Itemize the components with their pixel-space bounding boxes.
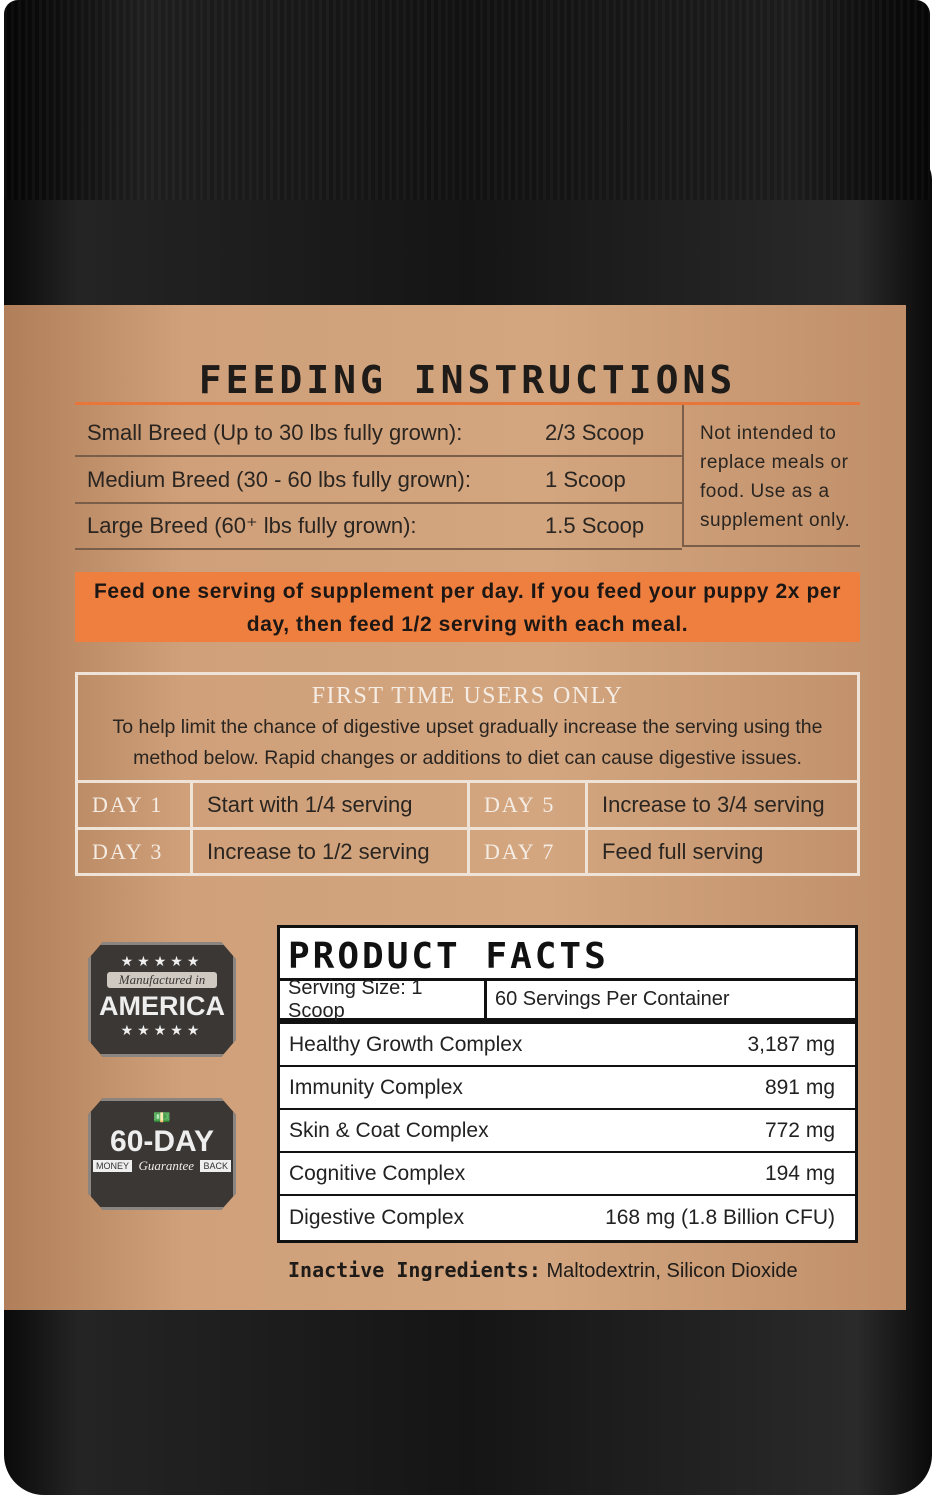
feeding-title: FEEDING INSTRUCTIONS	[198, 358, 737, 402]
badge-left: MONEY	[93, 1160, 133, 1172]
badge-main: 60-DAY	[110, 1125, 214, 1158]
day-step: Feed full serving	[588, 827, 857, 874]
made-in-america-badge: ★★★★★ Manufactured in AMERICA ★★★★★	[88, 942, 236, 1057]
facts-row: Skin & Coat Complex 772 mg	[280, 1110, 855, 1153]
product-facts-panel: PRODUCT FACTS Serving Size: 1 Scoop 60 S…	[277, 925, 858, 1243]
day-step: Start with 1/4 serving	[193, 780, 470, 827]
product-facts-title: PRODUCT FACTS	[288, 936, 609, 977]
serving-row: Serving Size: 1 Scoop 60 Servings Per Co…	[280, 977, 855, 1024]
ingredient-amount: 891 mg	[764, 1075, 835, 1099]
inactive-ingredients: Inactive Ingredients: Maltodextrin, Sili…	[288, 1258, 798, 1283]
ingredient: Cognitive Complex	[289, 1161, 466, 1185]
ingredient-amount: 772 mg	[764, 1118, 835, 1142]
breed: Small Breed (Up to 30 lbs fully grown):	[87, 419, 463, 445]
inactive-list: Maltodextrin, Silicon Dioxide	[546, 1260, 798, 1282]
inactive-label: Inactive Ingredients:	[288, 1258, 541, 1282]
servings-per-container: 60 Servings Per Container	[495, 988, 730, 1010]
breed: Medium Breed (30 - 60 lbs fully grown):	[87, 466, 471, 492]
badge-subtitle: Manufactured in	[107, 972, 217, 988]
breed: Large Breed (60⁺ lbs fully grown):	[87, 512, 417, 538]
day-step: Increase to 3/4 serving	[588, 780, 857, 827]
ingredient: Immunity Complex	[289, 1075, 463, 1099]
badge-main: AMERICA	[99, 991, 225, 1021]
guarantee-badge: 💵 60-DAY MONEY Guarantee BACK	[88, 1098, 236, 1210]
feeding-note: Not intended to replace meals or food. U…	[682, 405, 860, 547]
facts-row: Healthy Growth Complex 3,187 mg	[280, 1024, 855, 1067]
facts-row: Digestive Complex 168 mg (1.8 Billion CFU…	[280, 1196, 855, 1239]
amount: 2/3 Scoop	[545, 419, 645, 445]
day-step: Increase to 1/2 serving	[193, 827, 470, 874]
feeding-row: Medium Breed (30 - 60 lbs fully grown): 1…	[75, 457, 682, 504]
day-label: DAY 3	[78, 827, 193, 874]
serving-size: Serving Size: 1 Scoop	[280, 977, 487, 1022]
first-time-text: To help limit the chance of digestive up…	[112, 716, 823, 769]
facts-row: Cognitive Complex 194 mg	[280, 1153, 855, 1196]
ingredient-amount: 168 mg (1.8 Billion CFU)	[605, 1205, 835, 1229]
feeding-row: Small Breed (Up to 30 lbs fully grown): 2…	[75, 410, 682, 457]
day-label: DAY 1	[78, 780, 193, 827]
ingredient-amount: 194 mg	[764, 1161, 835, 1185]
badge-mid: Guarantee	[138, 1158, 195, 1173]
day-label: DAY 7	[470, 827, 588, 874]
facts-row: Immunity Complex 891 mg	[280, 1067, 855, 1110]
stars-icon: ★★★★★	[120, 953, 204, 969]
ingredient: Skin & Coat Complex	[289, 1118, 489, 1142]
jar-lid	[4, 0, 930, 200]
money-icon: 💵	[153, 1109, 171, 1125]
title-divider	[75, 402, 860, 405]
first-time-box: FIRST TIME USERS ONLY To help limit the …	[75, 672, 860, 876]
ingredient: Digestive Complex	[289, 1205, 465, 1229]
stars-icon: ★★★★★	[120, 1022, 204, 1038]
day-grid: DAY 1 Start with 1/4 serving DAY 5 Incre…	[78, 780, 857, 874]
amount: 1 Scoop	[545, 466, 626, 492]
badge-right: BACK	[200, 1160, 231, 1172]
ingredient-amount: 3,187 mg	[747, 1032, 835, 1056]
amount: 1.5 Scoop	[545, 512, 645, 538]
feeding-callout: Feed one serving of supplement per day. …	[75, 572, 860, 642]
day-label: DAY 5	[470, 780, 588, 827]
first-time-title: FIRST TIME USERS ONLY	[311, 683, 624, 709]
ingredient: Healthy Growth Complex	[289, 1032, 523, 1056]
feeding-row: Large Breed (60⁺ lbs fully grown): 1.5 Sc…	[75, 503, 682, 550]
